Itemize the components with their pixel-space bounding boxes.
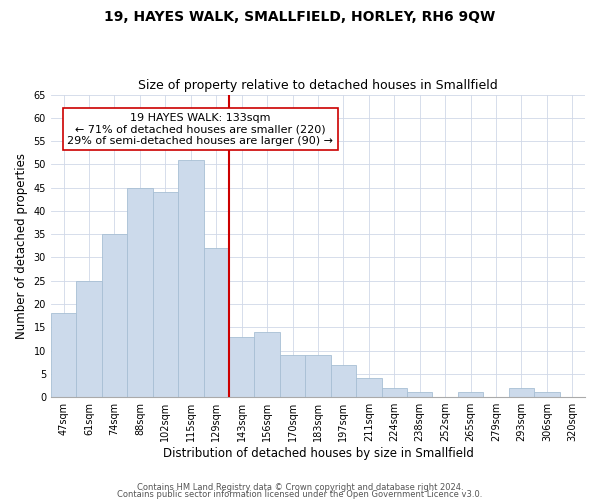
Bar [203,248,229,397]
Bar [534,392,560,397]
Text: Contains HM Land Registry data © Crown copyright and database right 2024.: Contains HM Land Registry data © Crown c… [137,484,463,492]
Bar [407,392,433,397]
Title: Size of property relative to detached houses in Smallfield: Size of property relative to detached ho… [138,79,498,92]
Bar [178,160,203,397]
Bar [127,188,152,397]
Text: Contains public sector information licensed under the Open Government Licence v3: Contains public sector information licen… [118,490,482,499]
X-axis label: Distribution of detached houses by size in Smallfield: Distribution of detached houses by size … [163,447,473,460]
Bar [254,332,280,397]
Text: 19, HAYES WALK, SMALLFIELD, HORLEY, RH6 9QW: 19, HAYES WALK, SMALLFIELD, HORLEY, RH6 … [104,10,496,24]
Bar [356,378,382,397]
Bar [382,388,407,397]
Bar [76,280,102,397]
Bar [51,314,76,397]
Bar [152,192,178,397]
Bar [331,364,356,397]
Bar [102,234,127,397]
Bar [458,392,483,397]
Text: 19 HAYES WALK: 133sqm
← 71% of detached houses are smaller (220)
29% of semi-det: 19 HAYES WALK: 133sqm ← 71% of detached … [67,112,334,146]
Bar [305,355,331,397]
Bar [280,355,305,397]
Bar [509,388,534,397]
Bar [229,336,254,397]
Y-axis label: Number of detached properties: Number of detached properties [15,153,28,339]
